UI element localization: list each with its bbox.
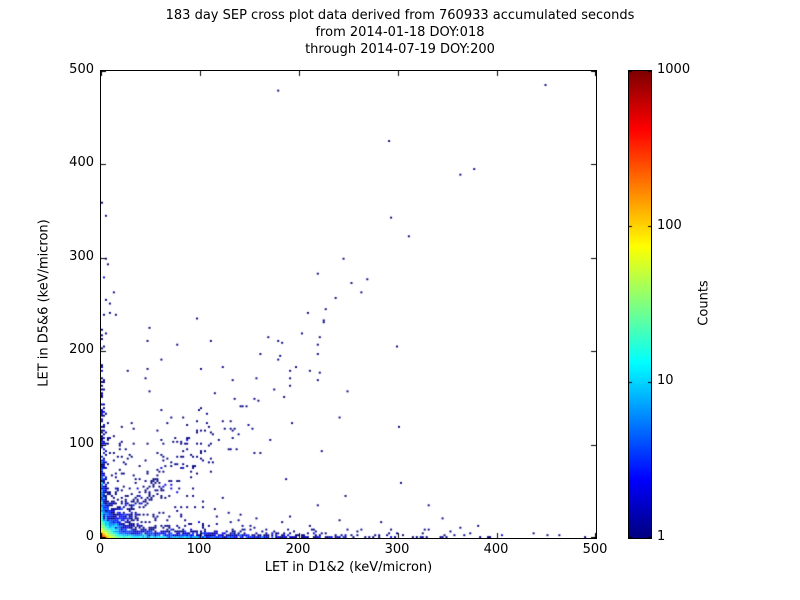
colorbar-tick-label: 10 <box>657 373 674 389</box>
x-tick-label: 200 <box>285 542 311 557</box>
y-axis-label: LET in D5&6 (keV/micron) <box>36 219 52 387</box>
colorbar-canvas <box>629 71 651 538</box>
colorbar-tick-label: 100 <box>657 217 682 233</box>
x-tick-label: 400 <box>483 542 509 557</box>
colorbar-tick-label: 1 <box>657 529 666 544</box>
y-tick-label: 300 <box>69 248 94 264</box>
chart-title: 183 day SEP cross plot data derived from… <box>165 8 635 23</box>
y-tick-label: 100 <box>69 435 94 451</box>
y-tick-label: 200 <box>69 342 94 358</box>
colorbar <box>628 70 652 539</box>
colorbar-label: Counts <box>696 280 712 326</box>
chart-subtitle-through: through 2014-07-19 DOY:200 <box>305 42 495 57</box>
x-tick-label: 300 <box>384 542 410 557</box>
x-axis-label: LET in D1&2 (keV/micron) <box>264 560 433 575</box>
y-tick-label: 400 <box>69 155 94 171</box>
y-tick-label: 500 <box>69 62 94 77</box>
colorbar-tick-label: 1000 <box>657 62 691 77</box>
x-tick-label: 500 <box>582 542 608 557</box>
x-tick-label: 0 <box>95 542 105 557</box>
plot-area <box>100 70 597 539</box>
scatter-canvas <box>101 71 596 538</box>
y-tick-label: 0 <box>85 529 94 544</box>
x-tick-label: 100 <box>186 542 212 557</box>
chart-subtitle-from: from 2014-01-18 DOY:018 <box>315 25 485 40</box>
